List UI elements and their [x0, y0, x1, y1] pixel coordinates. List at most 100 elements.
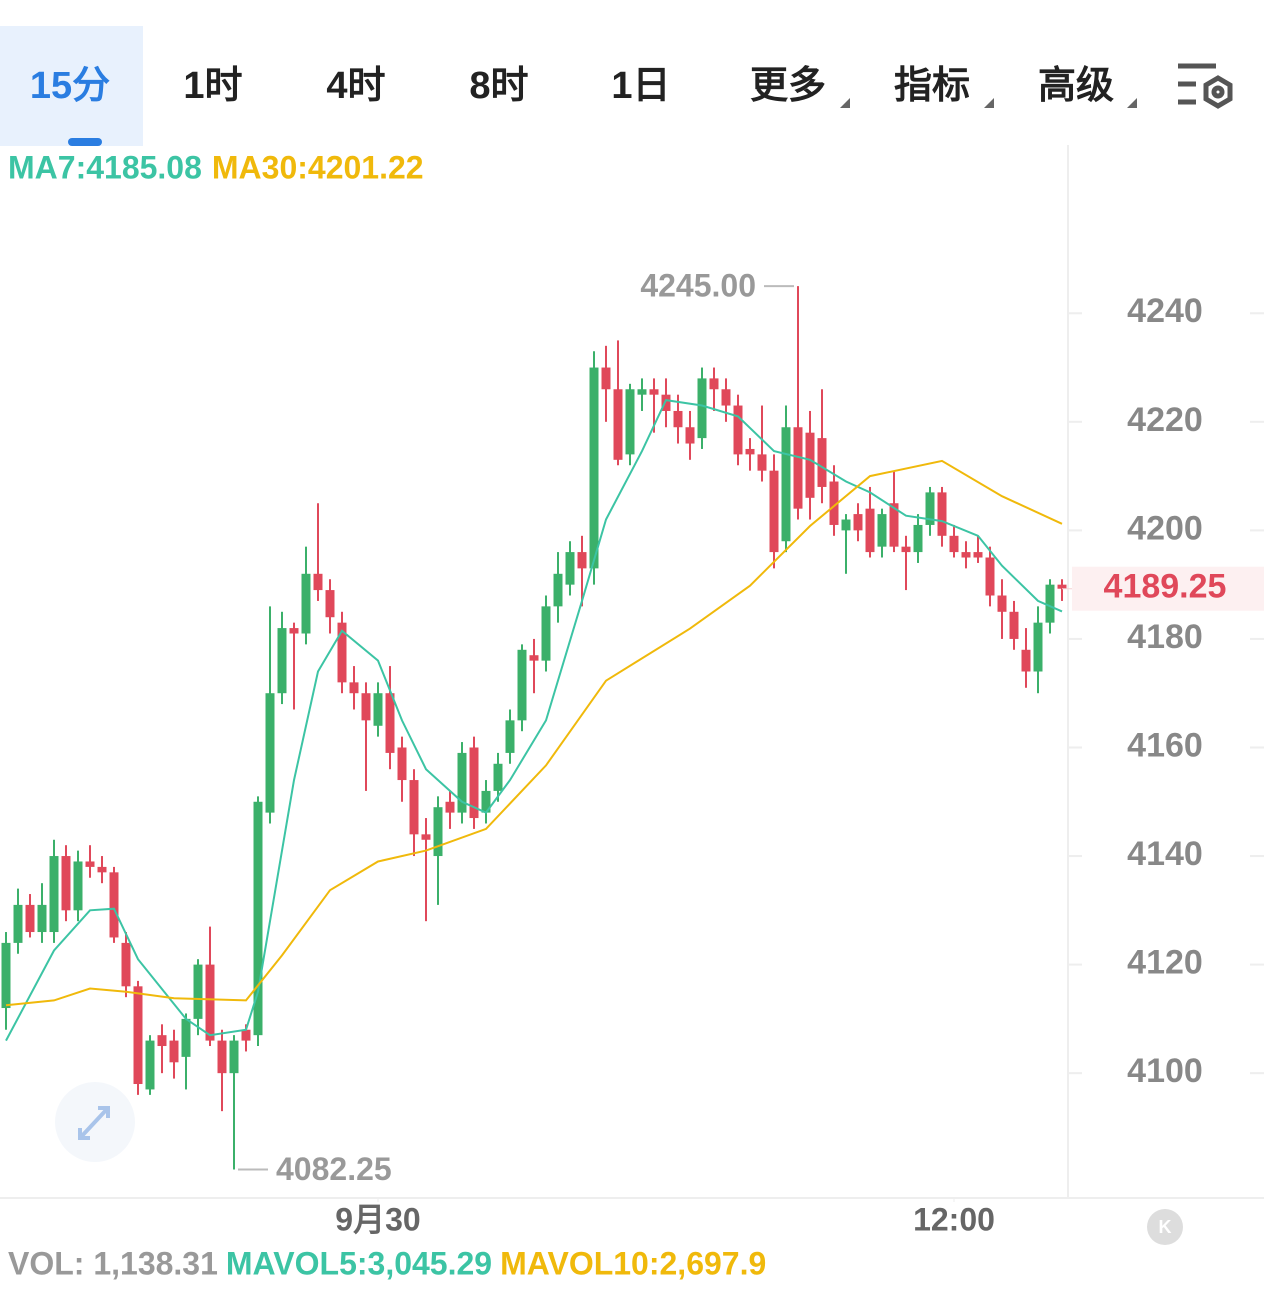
candle-body: [769, 470, 779, 553]
candle-body: [277, 628, 287, 694]
candle-body: [997, 595, 1007, 612]
candle-body: [121, 942, 131, 987]
candle-body: [853, 514, 863, 531]
legend-entry: MA7:4185.08: [8, 149, 202, 185]
tab[interactable]: 更多: [750, 65, 826, 107]
ma-line: [5, 399, 1063, 1042]
candle-body: [13, 904, 23, 943]
max-label: 4245.00: [640, 268, 756, 304]
candle-body: [685, 427, 695, 444]
candle-body: [781, 427, 791, 542]
candle-body: [505, 720, 515, 753]
candle-body: [253, 801, 263, 1036]
candle-body: [385, 693, 395, 753]
ma-line: [5, 459, 1063, 1007]
candle-body: [985, 557, 995, 596]
settings-icon[interactable]: [1178, 63, 1233, 109]
candle-body: [97, 866, 107, 873]
volume-legend: MAVOL10:2,697.9: [500, 1245, 766, 1281]
candle-body: [829, 481, 839, 525]
y-tick-label: 4220: [1127, 401, 1203, 439]
candle-body: [61, 856, 71, 911]
candle-body: [1009, 611, 1019, 639]
candle-body: [1021, 649, 1031, 672]
candle-body: [697, 378, 707, 439]
candle-body: [301, 573, 311, 634]
candle-body: [841, 519, 851, 531]
candle-body: [433, 807, 443, 857]
candle-body: [157, 1035, 167, 1047]
candle-body: [925, 492, 935, 525]
candle-body: [337, 622, 347, 683]
candle-body: [1057, 584, 1067, 589]
candle-body: [469, 747, 479, 819]
volume-legend: VOL: 1,138.31: [8, 1245, 218, 1281]
candle-body: [325, 590, 335, 618]
candle-body: [349, 682, 359, 694]
candle-body: [541, 606, 551, 661]
x-tick-label: 9月30: [335, 1201, 420, 1237]
expand-icon: [78, 1106, 110, 1140]
candle-body: [553, 573, 563, 607]
candle-body: [217, 1040, 227, 1074]
volume-legend: MAVOL5:3,045.29: [226, 1245, 492, 1281]
candle-body: [1, 942, 11, 1009]
active-tab-indicator: [68, 138, 102, 146]
candle-body: [445, 801, 455, 813]
tab[interactable]: 高级: [1038, 65, 1114, 107]
candle-body: [565, 552, 575, 585]
y-tick-label: 4140: [1127, 835, 1203, 873]
y-tick-label: 4240: [1127, 292, 1203, 330]
candle-body: [193, 964, 203, 1019]
y-tick-label: 4100: [1127, 1052, 1203, 1090]
candle-body: [109, 872, 119, 938]
candle-body: [529, 655, 539, 661]
candle-body: [637, 389, 647, 395]
candle-body: [745, 448, 755, 455]
tab[interactable]: 1日: [611, 65, 670, 107]
tab-arrows: [840, 98, 1137, 108]
candle-body: [877, 514, 887, 547]
candle-body: [613, 389, 623, 460]
candle-body: [733, 405, 743, 455]
candle-body: [397, 747, 407, 781]
candle-body: [649, 389, 659, 395]
candle-body: [865, 508, 875, 553]
candle-body: [961, 552, 971, 558]
candle-body: [481, 790, 491, 813]
tab[interactable]: 1时: [183, 65, 242, 107]
candle-body: [313, 573, 323, 591]
candle-body: [589, 367, 599, 569]
k-icon: K: [1159, 1217, 1172, 1237]
candle-body: [85, 861, 95, 867]
candle-body: [517, 649, 527, 721]
candle-body: [169, 1040, 179, 1063]
candle-body: [1045, 584, 1055, 623]
y-tick-label: 4160: [1127, 726, 1203, 764]
candle-body: [181, 1018, 191, 1057]
candle-body: [73, 861, 83, 911]
candle-body: [577, 552, 587, 569]
tab[interactable]: 指标: [894, 65, 970, 107]
tab[interactable]: 8时: [469, 65, 528, 107]
candle-body: [901, 546, 911, 553]
last-price-bg: [1072, 566, 1264, 611]
candle-body: [409, 780, 419, 835]
candle-body: [1033, 622, 1043, 672]
x-tick-label: 12:00: [913, 1201, 995, 1237]
min-label: 4082.25: [276, 1151, 392, 1187]
candle-body: [889, 503, 899, 547]
candle-body: [205, 964, 215, 1041]
k-button[interactable]: [1147, 1209, 1183, 1245]
candle-body: [133, 986, 143, 1085]
tab[interactable]: 15分: [30, 65, 110, 107]
legend-entry: MA30:4201.22: [212, 149, 424, 185]
candle-body: [265, 693, 275, 813]
candle-body: [361, 693, 371, 721]
candle-body: [229, 1040, 239, 1074]
candle-body: [721, 389, 731, 406]
tab[interactable]: 4时: [326, 65, 385, 107]
candle-body: [493, 763, 503, 791]
